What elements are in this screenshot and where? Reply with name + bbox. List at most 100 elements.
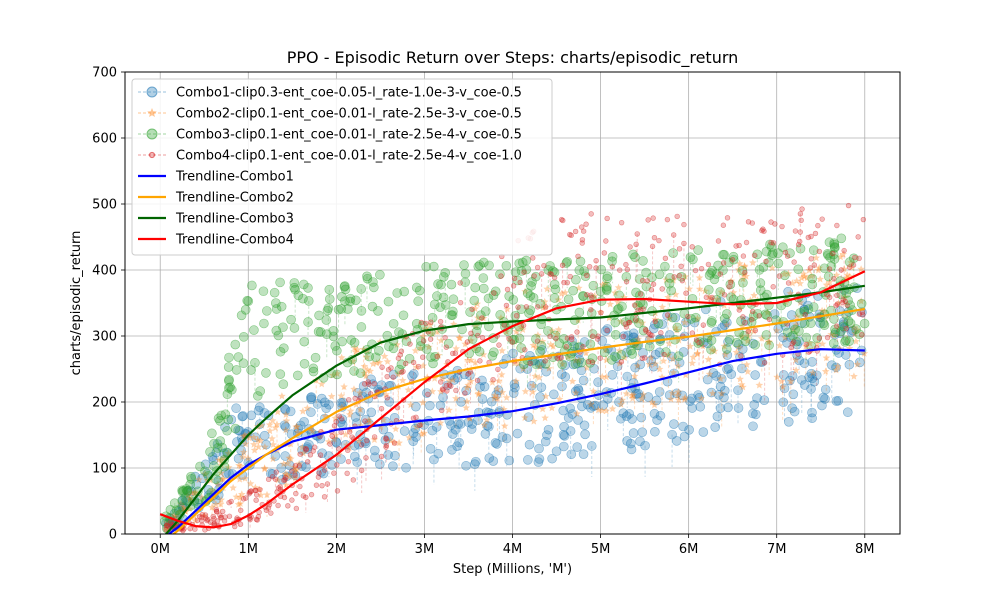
scatter-point xyxy=(585,339,596,349)
scatter-point xyxy=(268,416,277,424)
scatter-point xyxy=(338,397,348,408)
x-tick-label: 6M xyxy=(679,542,699,557)
scatter-point xyxy=(431,422,442,432)
scatter-point xyxy=(350,385,358,393)
scatter-point xyxy=(589,359,596,365)
scatter-point xyxy=(372,359,381,367)
scatter-point xyxy=(634,300,642,309)
scatter-point xyxy=(554,355,561,361)
scatter-point xyxy=(364,437,370,444)
scatter-point xyxy=(839,250,847,258)
scatter-point xyxy=(558,360,567,368)
scatter-point xyxy=(506,336,512,342)
scatter-point xyxy=(729,257,736,263)
scatter-point xyxy=(773,258,784,269)
scatter-point xyxy=(781,333,789,341)
scatter-point xyxy=(464,381,472,389)
scatter-point xyxy=(362,418,368,424)
scatter-point xyxy=(474,377,481,384)
scatter-point xyxy=(491,390,501,400)
scatter-point xyxy=(630,372,639,380)
scatter-point xyxy=(286,314,296,325)
scatter-point xyxy=(399,286,409,297)
scatter-point xyxy=(551,446,562,457)
scatter-point xyxy=(719,249,729,260)
scatter-point xyxy=(460,277,470,288)
scatter-point xyxy=(739,383,747,391)
scatter-point xyxy=(253,497,259,503)
scatter-point xyxy=(275,277,285,288)
scatter-point xyxy=(620,333,626,340)
scatter-point xyxy=(291,467,299,475)
scatter-point xyxy=(785,375,795,386)
scatter-point xyxy=(657,319,667,330)
scatter-point xyxy=(412,423,421,431)
scatter-point xyxy=(634,274,645,284)
scatter-point xyxy=(602,373,611,381)
scatter-point xyxy=(181,495,192,506)
scatter-point xyxy=(384,397,395,407)
scatter-point xyxy=(748,408,758,419)
scatter-point xyxy=(257,421,266,429)
scatter-point xyxy=(531,334,541,344)
scatter-point xyxy=(555,395,564,403)
scatter-point xyxy=(453,387,459,394)
scatter-point xyxy=(807,272,816,280)
scatter-point xyxy=(649,408,660,419)
scatter-point xyxy=(186,493,194,502)
scatter-point xyxy=(768,264,777,272)
scatter-point xyxy=(273,407,282,416)
scatter-point xyxy=(706,387,717,398)
scatter-point xyxy=(370,452,380,462)
scatter-point xyxy=(855,234,861,240)
scatter-point xyxy=(526,281,536,291)
scatter-point xyxy=(712,411,723,422)
scatter-point xyxy=(369,360,377,368)
scatter-point xyxy=(426,352,436,362)
scatter-point xyxy=(498,388,507,396)
scatter-point xyxy=(292,472,298,479)
scatter-point xyxy=(379,364,385,370)
scatter-point xyxy=(764,257,774,268)
scatter-point xyxy=(853,360,862,368)
scatter-point xyxy=(840,336,850,347)
scatter-point xyxy=(508,348,518,359)
scatter-point xyxy=(520,322,527,329)
scatter-point xyxy=(223,414,234,425)
scatter-point xyxy=(540,297,549,306)
scatter-point xyxy=(637,427,648,438)
scatter-point xyxy=(694,392,705,403)
scatter-point xyxy=(772,326,781,334)
scatter-point xyxy=(640,440,650,451)
scatter-point xyxy=(844,359,855,370)
scatter-point xyxy=(500,405,508,413)
scatter-point xyxy=(812,230,819,237)
scatter-point xyxy=(492,439,502,449)
scatter-point xyxy=(394,364,405,375)
scatter-point xyxy=(346,335,357,345)
scatter-point xyxy=(688,359,697,367)
scatter-point xyxy=(475,382,485,392)
scatter-point xyxy=(575,253,581,260)
scatter-point xyxy=(660,261,670,272)
scatter-point xyxy=(724,257,734,268)
scatter-point xyxy=(780,270,788,278)
scatter-point xyxy=(749,258,757,266)
scatter-point xyxy=(345,410,354,418)
scatter-point xyxy=(693,245,703,255)
scatter-point xyxy=(720,260,727,266)
scatter-point xyxy=(640,306,646,312)
scatter-point xyxy=(303,494,309,501)
scatter-point xyxy=(399,426,410,436)
scatter-point xyxy=(649,243,656,250)
scatter-point xyxy=(641,267,651,278)
scatter-point xyxy=(221,518,228,524)
scatter-point xyxy=(293,490,299,497)
scatter-point xyxy=(491,391,499,399)
scatter-point xyxy=(374,459,385,470)
scatter-point xyxy=(279,460,288,468)
scatter-point xyxy=(540,436,551,447)
scatter-point xyxy=(819,216,825,222)
scatter-point xyxy=(825,278,834,286)
scatter-point xyxy=(355,368,366,378)
